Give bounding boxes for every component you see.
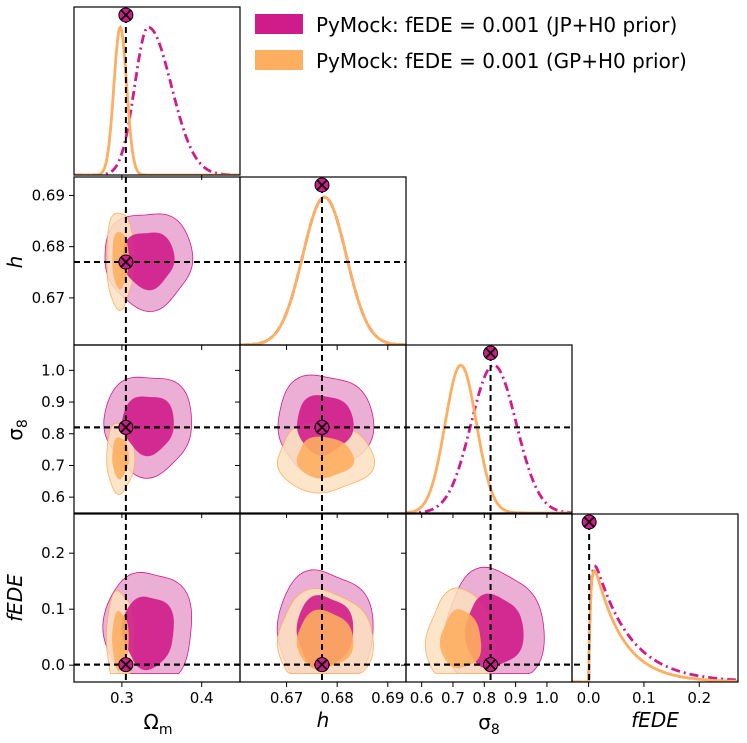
y-tick-label: 0.8 xyxy=(41,425,65,443)
contour-panel-omega_m-h xyxy=(74,177,240,345)
density-panel-omega_m xyxy=(74,7,240,175)
y-tick-label: 0.6 xyxy=(41,488,65,506)
y-axis-label-sigma8: σ8 xyxy=(3,419,31,441)
density-line-jp xyxy=(240,195,406,345)
fiducial-marker xyxy=(118,657,134,673)
y-tick-label: 1.0 xyxy=(41,361,65,379)
contour-panel-omega_m-fede xyxy=(74,514,240,682)
density-panel-h xyxy=(240,177,406,345)
legend-swatch-gp xyxy=(255,50,303,70)
density-panel-sigma8 xyxy=(406,345,572,513)
density-line-jp xyxy=(74,25,240,175)
fiducial-marker-fede xyxy=(581,514,597,530)
x-tick-label: 0.6 xyxy=(410,689,434,707)
fiducial-marker xyxy=(118,419,134,435)
x-tick-label: 1.0 xyxy=(535,689,559,707)
contour-panel-h-sigma8 xyxy=(240,345,406,513)
contour-jp-inner xyxy=(122,396,174,457)
panel-frame xyxy=(73,6,241,176)
contour-gp-inner xyxy=(296,609,354,670)
contour-gp-inner xyxy=(112,610,129,671)
y-tick-label: 0.1 xyxy=(41,600,65,618)
legend-swatch-jp xyxy=(255,14,303,34)
contour-gp-inner xyxy=(296,436,355,479)
x-tick-label: 0.67 xyxy=(270,689,303,707)
density-line-gp xyxy=(74,24,240,175)
fiducial-marker xyxy=(314,657,330,673)
x-tick-label: 0.8 xyxy=(472,689,496,707)
density-line-jp xyxy=(572,564,738,682)
y-tick-label: 0.7 xyxy=(41,456,65,474)
contour-gp-inner xyxy=(439,609,482,669)
x-tick-label: 0.9 xyxy=(504,689,528,707)
fiducial-marker xyxy=(118,254,134,270)
density-line-gp xyxy=(240,195,406,345)
x-axis-label-sigma8: σ8 xyxy=(478,710,500,738)
contour-panel-sigma8-fede xyxy=(406,514,572,682)
fiducial-marker-h xyxy=(314,177,330,193)
panels-layer xyxy=(73,6,739,683)
y-axis-label-h: h xyxy=(3,256,27,269)
x-axis-label-h: h xyxy=(317,708,330,732)
legend: PyMock: fEDE = 0.001 (JP+H0 prior) PyMoc… xyxy=(255,13,687,73)
contour-panel-h-fede xyxy=(240,514,406,682)
y-axis-label-fede: fEDE xyxy=(3,574,27,622)
fiducial-marker-sigma8 xyxy=(483,345,499,361)
y-tick-label: 0.9 xyxy=(41,393,65,411)
x-tick-label: 0.3 xyxy=(110,689,134,707)
y-tick-label: 0.68 xyxy=(32,238,65,256)
y-tick-label: 0.67 xyxy=(32,289,65,307)
density-line-gp xyxy=(572,568,738,682)
x-tick-label: 0.69 xyxy=(371,689,404,707)
x-tick-label: 0.1 xyxy=(632,689,656,707)
contour-panel-omega_m-sigma8 xyxy=(74,345,240,513)
x-tick-label: 0.2 xyxy=(687,689,711,707)
contour-gp-inner xyxy=(112,437,129,480)
y-tick-label: 0.69 xyxy=(32,186,65,204)
x-axis-label-omega-m: Ωm xyxy=(144,710,173,738)
density-line-gp xyxy=(406,363,572,513)
fiducial-marker-omega_m xyxy=(118,7,134,23)
x-tick-label: 0.4 xyxy=(190,689,214,707)
fiducial-marker xyxy=(483,657,499,673)
axis-labels-layer: Ωm h σ8 fEDE h σ8 fEDE xyxy=(3,256,679,738)
legend-label-jp: PyMock: fEDE = 0.001 (JP+H0 prior) xyxy=(316,13,677,37)
x-tick-label: 0.68 xyxy=(320,689,353,707)
y-tick-label: 0.2 xyxy=(41,544,65,562)
x-tick-label: 0.7 xyxy=(441,689,465,707)
y-tick-label: 0.0 xyxy=(41,656,65,674)
panel-frame xyxy=(405,344,573,514)
contour-jp-inner xyxy=(121,596,174,671)
panel-frame xyxy=(571,513,739,683)
panel-frame xyxy=(239,176,407,346)
fiducial-marker xyxy=(314,419,330,435)
density-panel-fede xyxy=(572,514,738,682)
x-axis-label-fede: fEDE xyxy=(631,708,679,732)
x-tick-label: 0.0 xyxy=(577,689,601,707)
ticks-layer: 0.3 0.4 0.67 0.68 0.69 0.67 0.68 0.69 0.6 0.7 0.8 0… xyxy=(32,175,711,707)
legend-label-gp: PyMock: fEDE = 0.001 (GP+H0 prior) xyxy=(316,49,687,73)
